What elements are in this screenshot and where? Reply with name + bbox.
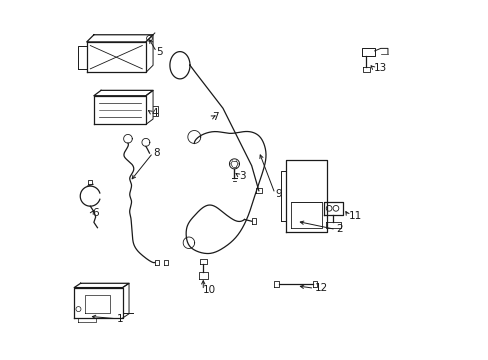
Text: 1: 1 (117, 314, 123, 324)
Text: 6: 6 (92, 208, 99, 218)
Text: 9: 9 (274, 189, 281, 199)
Text: 8: 8 (153, 148, 160, 158)
Text: 7: 7 (212, 112, 219, 122)
Text: 11: 11 (348, 211, 361, 221)
Text: 2: 2 (335, 225, 342, 234)
Text: 4: 4 (151, 108, 158, 118)
Text: 10: 10 (203, 285, 216, 296)
Text: 12: 12 (314, 283, 327, 293)
Text: 13: 13 (373, 63, 386, 73)
Text: 3: 3 (239, 171, 245, 181)
Text: 5: 5 (156, 47, 163, 57)
